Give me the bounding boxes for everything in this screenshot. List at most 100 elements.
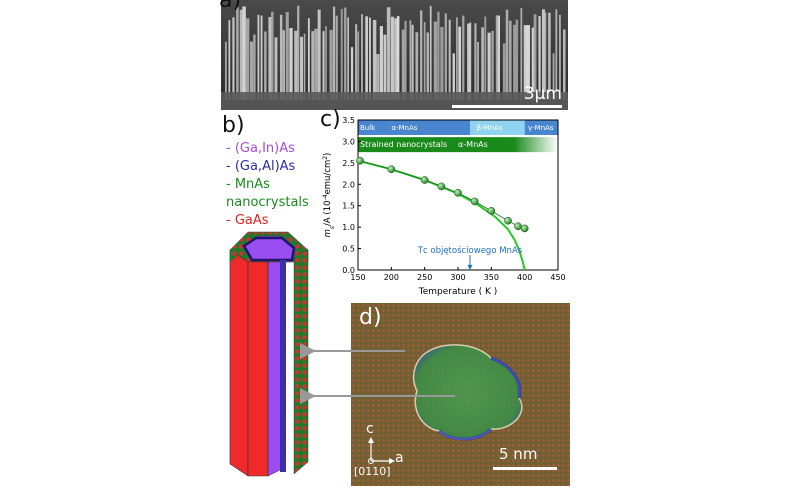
- data-point: [437, 182, 446, 191]
- nanowire: [484, 16, 487, 101]
- nanowire: [515, 19, 519, 100]
- hrtem-image: [351, 303, 570, 486]
- nanowire: [279, 14, 283, 101]
- nanowire: [487, 32, 491, 100]
- zone-axis-symbol: [368, 458, 374, 464]
- nanowire: [526, 25, 531, 101]
- nanowire: [361, 14, 363, 100]
- nanowire: [260, 15, 263, 101]
- strained-phase-label: α-MnAs: [458, 140, 488, 149]
- nanowire: [390, 16, 395, 100]
- interface-edge: [438, 427, 493, 441]
- mnas-nanocrystal: [412, 344, 523, 440]
- data-point: [420, 176, 429, 184]
- y-label-part: emu/cm: [323, 160, 333, 195]
- nanowire: [559, 14, 561, 100]
- nanowire: [502, 43, 506, 100]
- y-label-part: /A (10: [323, 200, 333, 226]
- data-point: [356, 156, 364, 165]
- nanowire: [497, 15, 500, 101]
- nanowire: [300, 36, 304, 100]
- interface-edge: [490, 356, 522, 399]
- nanowire: [369, 17, 371, 100]
- zone-axis-label: [0110]: [354, 465, 391, 478]
- legend-item: - (Ga,Al)As: [226, 159, 296, 174]
- nanowire: [448, 19, 451, 101]
- gainas-top: [242, 236, 296, 262]
- nanowire: [437, 11, 440, 100]
- nanowire: [548, 12, 551, 101]
- nanowire: [513, 24, 516, 100]
- nanowire: [555, 9, 558, 100]
- x-tick-label: 350: [484, 273, 499, 282]
- strained-label: Strained nanocrystals: [360, 140, 447, 149]
- nanowire: [409, 20, 412, 100]
- nanowire: [325, 26, 327, 101]
- bulk-label: Bulk: [360, 124, 376, 132]
- nanowire: [307, 18, 310, 101]
- nanowire: [285, 12, 289, 100]
- nanowire: [365, 16, 368, 100]
- nanowire: [250, 41, 253, 100]
- nanowire: [462, 15, 465, 100]
- axis-c-label: c: [366, 421, 374, 437]
- nanowire: [383, 34, 387, 100]
- nanowire: [242, 6, 246, 100]
- data-point: [387, 165, 396, 174]
- nanowire: [495, 15, 498, 101]
- mnas-shell-right: [293, 249, 309, 475]
- x-tick-label: 250: [417, 273, 432, 282]
- axis-a-label: a: [395, 450, 404, 466]
- panel-d-label: d): [359, 305, 382, 330]
- sem-image-panel: 3µm: [221, 0, 568, 110]
- nanowire: [322, 31, 325, 100]
- x-tick-label: 150: [350, 273, 365, 282]
- nanowire: [420, 10, 423, 101]
- nanowire: [404, 20, 407, 101]
- tc-arrowhead: [467, 264, 473, 270]
- nanowire: [505, 9, 509, 101]
- nanowire: [228, 20, 231, 101]
- y-tick-label: 1.0: [342, 223, 355, 232]
- y-label-part: -4: [322, 194, 329, 200]
- nanowire: [544, 12, 547, 100]
- data-point: [514, 222, 522, 231]
- x-tick-label: 450: [550, 273, 565, 282]
- nanowire: [317, 9, 321, 100]
- gaalas-strip: [280, 260, 286, 472]
- nanowire: [232, 17, 235, 101]
- nanowire: [415, 32, 419, 101]
- nanowire: [335, 15, 338, 100]
- gaas-core-front: [229, 249, 249, 477]
- nanowire: [344, 7, 347, 101]
- nanowire: [563, 29, 566, 101]
- nanowire: [332, 6, 336, 101]
- y-axis-label: ms/A (10-4emu/cm2): [322, 153, 336, 238]
- nanowire: [297, 5, 300, 101]
- y-label-part: ): [323, 153, 333, 156]
- sem-scale-bar-label: 3µm: [523, 84, 562, 104]
- hrtem-image-panel: d) c a [0110] 5 nm: [351, 303, 570, 486]
- strained-band: [358, 137, 558, 153]
- legend-item: - GaAs: [226, 213, 269, 228]
- data-point: [470, 197, 479, 206]
- nanowire: [401, 29, 405, 101]
- x-tick-label: 400: [517, 273, 532, 282]
- legend-item: - (Ga,In)As: [226, 141, 295, 156]
- y-tick-label: 0.0: [342, 266, 355, 275]
- layer-legend: - (Ga,In)As - (Ga,Al)As - MnAs nanocrystals…: [226, 140, 309, 230]
- nanowire-array-image: [221, 0, 568, 110]
- nanowire: [394, 18, 398, 101]
- nanowire: [474, 23, 477, 100]
- data-point: [487, 207, 496, 215]
- y-tick-label: 2.5: [342, 159, 355, 168]
- bulk-gamma-label: γ-MnAs: [528, 124, 554, 132]
- data-point: [520, 224, 529, 233]
- sem-scale-bar: [452, 105, 562, 108]
- nanowire: [271, 11, 274, 100]
- nanowire: [268, 17, 272, 100]
- panel-a-label: a): [219, 0, 242, 13]
- nanowire: [411, 24, 414, 100]
- tc-annotation: Tᴄ objętościowego MnAs: [417, 245, 523, 256]
- nanowire: [520, 7, 523, 100]
